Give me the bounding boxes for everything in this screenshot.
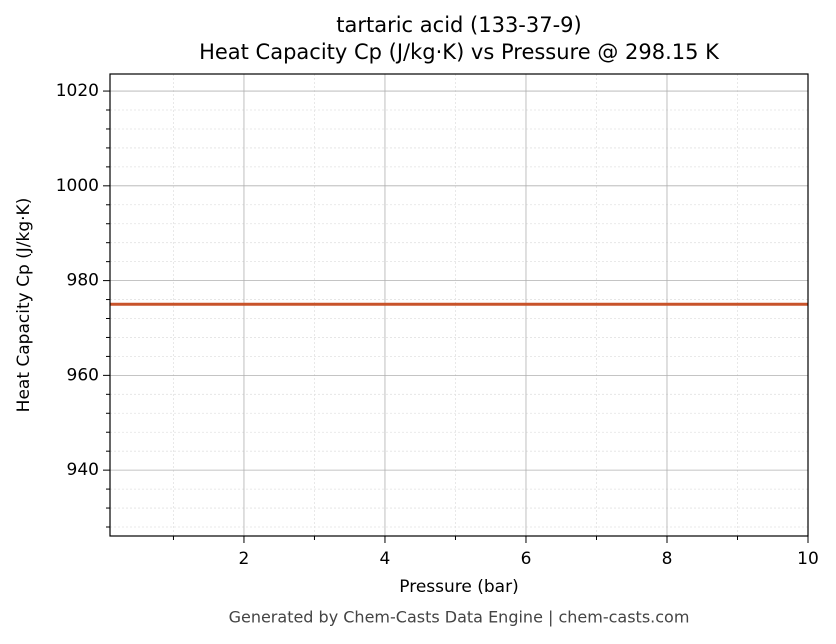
x-tick-label: 8 (662, 549, 673, 569)
plot-frame (109, 73, 809, 537)
y-tick-label: 1020 (56, 81, 99, 101)
y-tick-label: 960 (67, 365, 99, 385)
x-tick-label: 10 (797, 549, 819, 569)
y-tick-label: 1000 (56, 176, 99, 196)
x-tick-label: 4 (380, 549, 391, 569)
x-axis-label: Pressure (bar) (399, 577, 518, 597)
x-tick-label: 6 (521, 549, 532, 569)
y-tick-label: 980 (67, 271, 99, 291)
footer: Generated by Chem-Casts Data Engine | ch… (229, 608, 690, 627)
y-axis-label: Heat Capacity Cp (J/kg·K) (14, 198, 34, 413)
y-tick-label: 940 (67, 460, 99, 480)
x-tick-label: 2 (239, 549, 250, 569)
chart-title: tartaric acid (133-37-9) (336, 13, 582, 37)
chart-subtitle: Heat Capacity Cp (J/kg·K) vs Pressure @ … (199, 40, 720, 64)
